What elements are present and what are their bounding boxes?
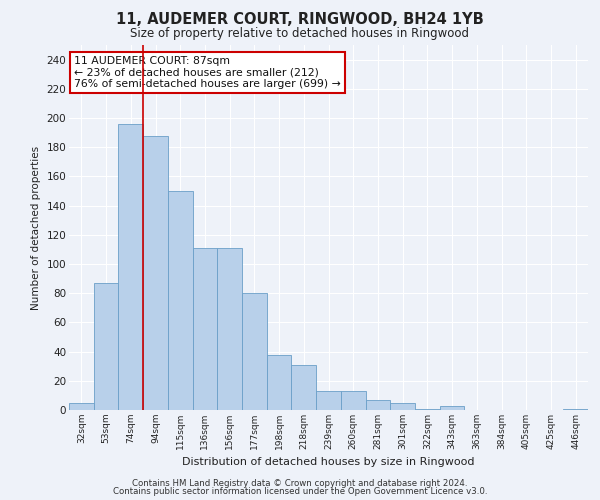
Bar xyxy=(217,248,242,410)
Bar xyxy=(193,248,217,410)
Text: Contains HM Land Registry data © Crown copyright and database right 2024.: Contains HM Land Registry data © Crown c… xyxy=(132,478,468,488)
Bar xyxy=(118,124,143,410)
Bar xyxy=(69,402,94,410)
Bar xyxy=(390,402,415,410)
Bar xyxy=(267,354,292,410)
Bar xyxy=(415,408,440,410)
Bar xyxy=(143,136,168,410)
Bar xyxy=(365,400,390,410)
Bar xyxy=(168,191,193,410)
Text: 11 AUDEMER COURT: 87sqm
← 23% of detached houses are smaller (212)
76% of semi-d: 11 AUDEMER COURT: 87sqm ← 23% of detache… xyxy=(74,56,341,89)
X-axis label: Distribution of detached houses by size in Ringwood: Distribution of detached houses by size … xyxy=(182,458,475,468)
Bar xyxy=(242,293,267,410)
Bar xyxy=(94,283,118,410)
Bar xyxy=(292,364,316,410)
Text: Size of property relative to detached houses in Ringwood: Size of property relative to detached ho… xyxy=(131,28,470,40)
Text: 11, AUDEMER COURT, RINGWOOD, BH24 1YB: 11, AUDEMER COURT, RINGWOOD, BH24 1YB xyxy=(116,12,484,28)
Text: Contains public sector information licensed under the Open Government Licence v3: Contains public sector information licen… xyxy=(113,487,487,496)
Bar xyxy=(341,391,365,410)
Bar xyxy=(563,408,588,410)
Bar xyxy=(440,406,464,410)
Y-axis label: Number of detached properties: Number of detached properties xyxy=(31,146,41,310)
Bar xyxy=(316,391,341,410)
